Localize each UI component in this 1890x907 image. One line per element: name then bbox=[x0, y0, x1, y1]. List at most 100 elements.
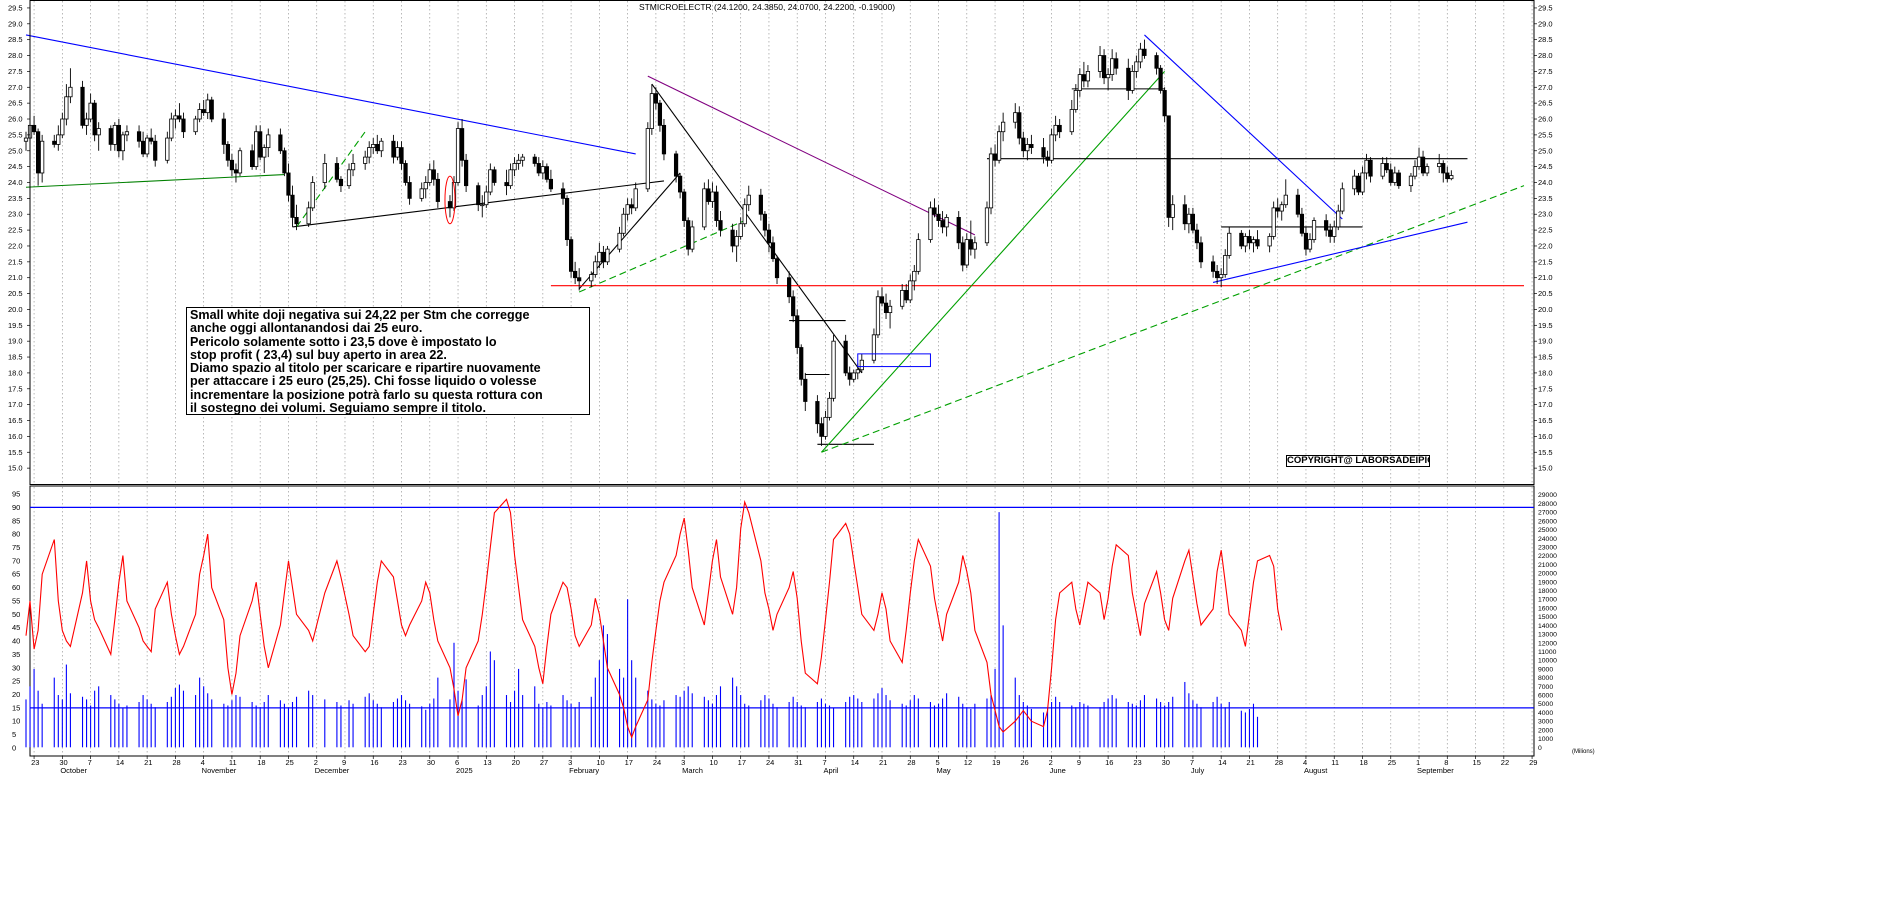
candle-body bbox=[395, 147, 400, 158]
candle-body bbox=[746, 194, 751, 206]
trend-line bbox=[578, 220, 745, 293]
y-tick-label-left: 28.5 bbox=[8, 35, 23, 44]
candle-body bbox=[1114, 58, 1119, 69]
candle-body bbox=[1134, 61, 1139, 72]
candle-body bbox=[787, 277, 792, 298]
candle-body bbox=[1424, 166, 1430, 174]
candle-body bbox=[544, 166, 549, 180]
y-tick-label-right: 21.0 bbox=[1538, 273, 1553, 282]
candle-body bbox=[1158, 67, 1163, 91]
y-tick-label-right: 16.5 bbox=[1538, 416, 1553, 425]
candle-body bbox=[968, 239, 973, 250]
x-tick-label: 28 bbox=[907, 758, 915, 767]
osc-tick-label: 45 bbox=[12, 623, 20, 632]
x-month-label: December bbox=[315, 766, 350, 775]
candle-body bbox=[447, 201, 453, 209]
candle-body bbox=[153, 140, 158, 161]
candle-body bbox=[577, 277, 582, 282]
candle-body bbox=[1324, 220, 1329, 231]
candle-body bbox=[851, 372, 856, 380]
candle-body bbox=[560, 188, 566, 199]
candle-body bbox=[31, 124, 37, 133]
candle-body bbox=[573, 270, 578, 279]
candle-body bbox=[855, 369, 860, 374]
x-tick-label: 5 bbox=[936, 758, 940, 767]
candle-body bbox=[819, 423, 824, 437]
comment-line: anche oggi allontanandosi dai 25 euro. bbox=[190, 321, 423, 336]
osc-tick-label: 50 bbox=[12, 610, 20, 619]
candle-body bbox=[564, 197, 570, 241]
y-tick-label-left: 26.5 bbox=[8, 99, 23, 108]
candle-body bbox=[1416, 156, 1422, 168]
candle-body bbox=[1223, 255, 1228, 275]
x-tick-label: 18 bbox=[1359, 758, 1367, 767]
candle-body bbox=[625, 204, 630, 215]
candle-body bbox=[56, 134, 61, 145]
y-tick-label-right: 18.0 bbox=[1538, 368, 1553, 377]
candle-body bbox=[1360, 172, 1365, 193]
y-tick-label-right: 27.5 bbox=[1538, 67, 1553, 76]
osc-tick-label: 5 bbox=[12, 730, 16, 739]
candle-body bbox=[334, 163, 340, 180]
x-tick-label: 17 bbox=[738, 758, 746, 767]
y-tick-label-left: 18.0 bbox=[8, 368, 23, 377]
x-month-label: September bbox=[1417, 766, 1454, 775]
x-tick-label: 18 bbox=[257, 758, 265, 767]
volume-tick-label: 20000 bbox=[1538, 571, 1557, 578]
candle-body bbox=[568, 239, 574, 272]
volume-tick-label: 5000 bbox=[1538, 701, 1553, 708]
candle-body bbox=[1021, 137, 1026, 152]
candle-body bbox=[169, 118, 174, 139]
comment-line: Diamo spazio al titolo per scaricare e r… bbox=[190, 361, 541, 376]
x-tick-label: 6 bbox=[455, 758, 459, 767]
x-tick-label: 22 bbox=[1501, 758, 1509, 767]
candle-body bbox=[1085, 71, 1091, 82]
candle-body bbox=[286, 172, 291, 196]
analysis-comment-box: Small white doji negativa sui 24,22 per … bbox=[186, 307, 590, 415]
candle-body bbox=[1239, 232, 1244, 247]
candle-body bbox=[1190, 213, 1196, 231]
comment-line: Small white doji negativa sui 24,22 per … bbox=[190, 308, 530, 322]
candle-body bbox=[904, 289, 909, 301]
y-tick-label-right: 19.5 bbox=[1538, 321, 1553, 330]
x-tick-label: 15 bbox=[1473, 758, 1481, 767]
candle-body bbox=[1215, 270, 1220, 279]
candle-body bbox=[1340, 188, 1345, 212]
x-tick-label: 21 bbox=[879, 758, 887, 767]
candle-body bbox=[1170, 204, 1175, 218]
y-tick-label-right: 25.5 bbox=[1538, 130, 1553, 139]
candle-body bbox=[879, 296, 885, 304]
candle-body bbox=[1408, 175, 1414, 187]
candle-body bbox=[322, 163, 327, 183]
volume-tick-label: 18000 bbox=[1538, 588, 1557, 595]
candle-body bbox=[601, 251, 606, 263]
volume-tick-label: 2000 bbox=[1538, 727, 1553, 734]
trend-line bbox=[296, 131, 366, 228]
x-tick-label: 11 bbox=[1331, 758, 1339, 767]
volume-tick-label: 3000 bbox=[1538, 719, 1553, 726]
candle-body bbox=[1271, 207, 1276, 237]
x-month-label: October bbox=[60, 766, 87, 775]
x-month-label: June bbox=[1050, 766, 1066, 775]
candle-body bbox=[1081, 74, 1086, 82]
osc-tick-label: 10 bbox=[12, 717, 20, 726]
candle-body bbox=[900, 289, 905, 307]
y-tick-label-right: 23.0 bbox=[1538, 210, 1553, 219]
candle-body bbox=[1368, 159, 1373, 177]
candle-body bbox=[88, 102, 93, 120]
y-tick-label-left: 17.5 bbox=[8, 384, 23, 393]
volume-tick-label: 28000 bbox=[1538, 501, 1557, 508]
y-tick-label-left: 15.0 bbox=[8, 464, 23, 473]
y-tick-label-left: 20.0 bbox=[8, 305, 23, 314]
candle-body bbox=[633, 188, 638, 209]
candle-body bbox=[229, 159, 235, 171]
candle-body bbox=[480, 204, 485, 207]
y-tick-label-left: 16.0 bbox=[8, 432, 23, 441]
x-tick-label: 14 bbox=[851, 758, 859, 767]
candle-body bbox=[1251, 239, 1256, 244]
candle-body bbox=[605, 248, 610, 263]
x-tick-label: 17 bbox=[625, 758, 633, 767]
candle-body bbox=[1077, 74, 1082, 91]
candle-body bbox=[237, 150, 243, 174]
volume-tick-label: 29000 bbox=[1538, 492, 1557, 499]
